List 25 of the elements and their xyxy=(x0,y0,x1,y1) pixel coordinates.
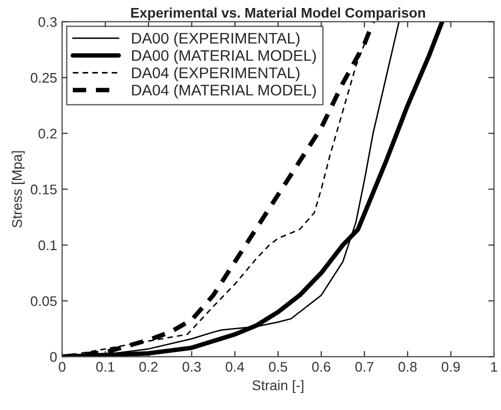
x-axis-title: Strain [-] xyxy=(252,380,304,394)
x-tick-label: 0.5 xyxy=(268,362,288,372)
x-tick-label: 0 xyxy=(58,362,66,372)
legend-label: DA04 (MATERIAL MODEL) xyxy=(132,84,316,99)
legend-label: DA00 (MATERIAL MODEL) xyxy=(132,50,316,64)
y-tick-label: 0.15 xyxy=(30,184,57,194)
legend-label: DA00 (EXPERIMENTAL) xyxy=(132,32,300,47)
y-tick-label: 0.3 xyxy=(38,17,57,27)
x-tick-label: 0.4 xyxy=(226,362,244,372)
x-tick-label: 0.9 xyxy=(442,362,460,372)
x-tick-label: 0.2 xyxy=(139,362,158,372)
x-tick-label: 0.3 xyxy=(182,362,201,372)
x-tick-label: 0.8 xyxy=(398,362,417,372)
y-tick-label: 0.05 xyxy=(30,296,57,306)
x-tick-label: 0.6 xyxy=(312,362,330,372)
y-axis-title: Stress [Mpa] xyxy=(12,151,25,228)
y-tick-label: 0.25 xyxy=(30,72,57,83)
y-tick-label: 0.1 xyxy=(38,240,57,250)
x-tick-label: 0.7 xyxy=(355,362,374,372)
y-tick-label: 0 xyxy=(50,352,57,362)
y-tick-label: 0.2 xyxy=(38,128,57,139)
x-tick-label: 0.1 xyxy=(96,362,114,372)
legend-label: DA04 (EXPERIMENTAL) xyxy=(132,67,300,82)
chart-title: Experimental vs. Material Model Comparison xyxy=(131,8,426,20)
x-tick-label: 1 xyxy=(491,362,498,372)
